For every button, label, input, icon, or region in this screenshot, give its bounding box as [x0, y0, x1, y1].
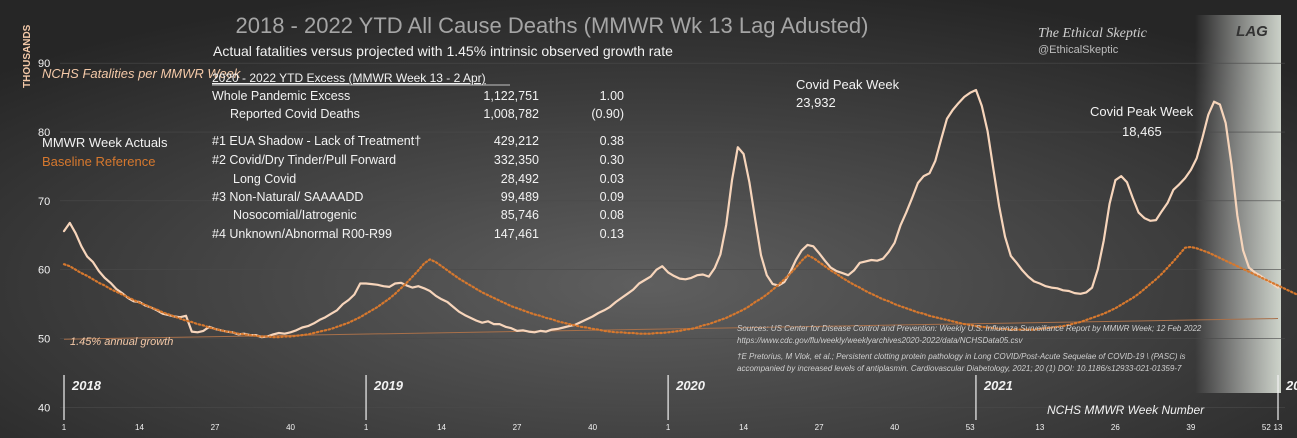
table-row-label: #1 EUA Shadow - Lack of Treatment† [212, 134, 421, 148]
table-row-label: #2 Covid/Dry Tinder/Pull Forward [212, 153, 396, 167]
table-row-label: Whole Pandemic Excess [212, 89, 350, 103]
table-row: Reported Covid Deaths 1,008,782 (0.90) [230, 107, 624, 121]
source-line-1: Sources: US Center for Disease Control a… [737, 324, 1202, 333]
x-axis-label: NCHS MMWR Week Number [1047, 403, 1205, 417]
y-tick-label: 90 [38, 58, 50, 70]
table-row: Nosocomial/Iatrogenic 85,746 0.08 [233, 208, 624, 222]
x-tick-label: 13 [1035, 423, 1044, 432]
x-tick-label: 53 [966, 423, 975, 432]
legend-baseline: Baseline Reference [42, 154, 155, 169]
x-tick-label: 14 [135, 423, 144, 432]
year-label: 2022 [1285, 378, 1297, 393]
baseline-line [62, 245, 1297, 339]
year-label: 2019 [373, 378, 404, 393]
source-line-2: https://www.cdc.gov/flu/weekly/weeklyarc… [737, 336, 1023, 345]
x-tick-label: 39 [1186, 423, 1195, 432]
table-row-value: 1,008,782 [483, 107, 539, 121]
table-row-value: 147,461 [494, 227, 539, 241]
y-tick-label: 80 [38, 127, 50, 139]
x-tick-label: 40 [890, 423, 899, 432]
table-row-value: 1,122,751 [483, 89, 539, 103]
table-row-value: 332,350 [494, 153, 539, 167]
table-row-label: Reported Covid Deaths [230, 107, 360, 121]
x-tick-label: 1 [62, 423, 67, 432]
lag-region [1195, 15, 1281, 393]
table-row-label: Nosocomial/Iatrogenic [233, 208, 357, 222]
x-tick-label: 40 [588, 423, 597, 432]
series-layer [62, 88, 1297, 340]
y-tick-label: 60 [38, 265, 50, 277]
year-label: 2018 [71, 378, 102, 393]
x-tick-label: 27 [513, 423, 522, 432]
table-row: #1 EUA Shadow - Lack of Treatment† 429,21… [212, 134, 624, 148]
y-tick-label: 50 [38, 334, 50, 346]
x-tick-label: 14 [437, 423, 446, 432]
table-row: #4 Unknown/Abnormal R00-R99 147,461 0.13 [212, 227, 624, 241]
table-row-ratio: (0.90) [591, 107, 624, 121]
table-row-label: #4 Unknown/Abnormal R00-R99 [212, 227, 392, 241]
peak-value-2022: 18,465 [1122, 124, 1162, 139]
table-row-ratio: 0.03 [600, 172, 624, 186]
legend-caption: NCHS Fatalities per MMWR Week [42, 66, 242, 81]
x-tick-label: 52 [1262, 423, 1271, 432]
table-row-ratio: 0.09 [600, 190, 624, 204]
table-row: Long Covid 28,492 0.03 [233, 172, 624, 186]
chart-title: 2018 - 2022 YTD All Cause Deaths (MMWR W… [236, 13, 869, 38]
x-tick-label: 27 [211, 423, 220, 432]
table-row-ratio: 0.08 [600, 208, 624, 222]
x-tick-label: 26 [1111, 423, 1120, 432]
peak-label-2022: Covid Peak Week [1090, 104, 1194, 119]
x-tick-label: 13 [1274, 423, 1283, 432]
table-row-label: #3 Non-Natural/ SAAAADD [212, 190, 363, 204]
brand-handle: @EthicalSkeptic [1038, 44, 1119, 56]
year-label: 2021 [983, 378, 1013, 393]
table-row: Whole Pandemic Excess 1,122,751 1.00 [212, 89, 624, 103]
gridlines [60, 62, 1285, 408]
table-header: 2020 - 2022 YTD Excess (MMWR Week 13 - 2… [212, 71, 486, 85]
table-row-ratio: 1.00 [600, 89, 624, 103]
table-row: #2 Covid/Dry Tinder/Pull Forward 332,350 0… [212, 153, 624, 167]
peak-value-2021: 23,932 [796, 95, 836, 110]
x-tick-label: 14 [739, 423, 748, 432]
brand-name: The Ethical Skeptic [1038, 26, 1148, 41]
legend-actual: MMWR Week Actuals [42, 135, 168, 150]
y-tick-label: 70 [38, 196, 50, 208]
growth-label: 1.45% annual growth [70, 336, 173, 348]
y-axis: 40 50 60 70 80 90 [38, 58, 50, 414]
chart-subtitle: Actual fatalities versus projected with … [213, 43, 673, 59]
y-tick-label: 40 [38, 402, 50, 414]
table-row-value: 99,489 [501, 190, 539, 204]
lag-label: LAG [1236, 23, 1268, 40]
x-tick-label: 40 [286, 423, 295, 432]
table-row-ratio: 0.13 [600, 227, 624, 241]
x-tick-label: 1 [666, 423, 671, 432]
x-tick-label: 1 [364, 423, 369, 432]
peak-label-2021: Covid Peak Week [796, 77, 900, 92]
table-row-ratio: 0.30 [600, 153, 624, 167]
table-row-ratio: 0.38 [600, 134, 624, 148]
table-row-value: 85,746 [501, 208, 539, 222]
y-axis-label: THOUSANDS [22, 24, 33, 88]
table-row-value: 28,492 [501, 172, 539, 186]
sources: Sources: US Center for Disease Control a… [737, 324, 1202, 373]
table-row-label: Long Covid [233, 172, 296, 186]
excess-table: 2020 - 2022 YTD Excess (MMWR Week 13 - 2… [212, 71, 624, 241]
x-tick-label: 27 [815, 423, 824, 432]
table-row: #3 Non-Natural/ SAAAADD 99,489 0.09 [212, 190, 624, 204]
table-row-value: 429,212 [494, 134, 539, 148]
source-line-4: accompanied by increased levels of antip… [737, 364, 1182, 373]
source-line-3: †E Pretorius, M Vlok, et al.; Persistent… [737, 352, 1186, 361]
year-label: 2020 [675, 378, 706, 393]
